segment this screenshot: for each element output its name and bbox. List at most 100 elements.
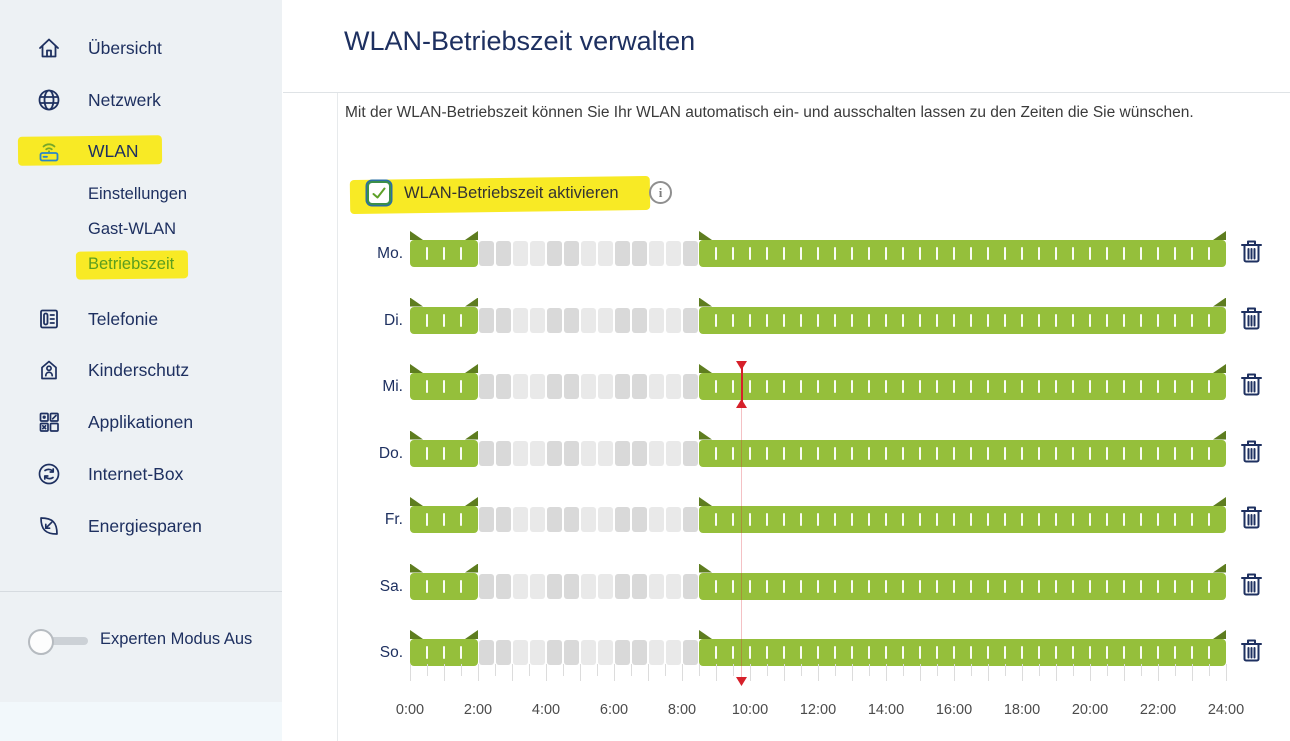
off-period-cell[interactable] bbox=[496, 374, 511, 399]
sidebar-item-internet-box[interactable]: Internet-Box bbox=[0, 461, 282, 495]
on-period-segment[interactable] bbox=[699, 572, 1226, 600]
on-period-segment[interactable] bbox=[699, 506, 1226, 533]
off-period-cell[interactable] bbox=[479, 241, 494, 266]
sidebar-item-betriebszeit[interactable]: Betriebszeit bbox=[0, 255, 282, 281]
off-period-cell[interactable] bbox=[547, 640, 562, 665]
off-period-cell[interactable] bbox=[513, 640, 528, 665]
segment-end-drag-handle[interactable] bbox=[465, 297, 478, 307]
segment-end-drag-handle[interactable] bbox=[465, 430, 478, 440]
off-period-cell[interactable] bbox=[547, 307, 562, 333]
sidebar-item-gast-wlan[interactable]: Gast-WLAN bbox=[0, 220, 282, 246]
on-period-segment[interactable] bbox=[410, 506, 478, 533]
off-period-cell[interactable] bbox=[598, 507, 613, 532]
off-period-cell[interactable] bbox=[649, 440, 664, 466]
off-period-cell[interactable] bbox=[513, 241, 528, 266]
off-period-cell[interactable] bbox=[683, 241, 698, 266]
delete-day-schedule-button[interactable] bbox=[1239, 371, 1264, 398]
off-period-cell[interactable] bbox=[632, 573, 647, 599]
segment-end-drag-handle[interactable] bbox=[465, 630, 478, 639]
on-period-segment[interactable] bbox=[410, 306, 478, 334]
off-period-cell[interactable] bbox=[598, 573, 613, 599]
on-period-segment[interactable] bbox=[699, 373, 1226, 400]
delete-day-schedule-button[interactable] bbox=[1239, 571, 1264, 598]
off-period-cell[interactable] bbox=[683, 573, 698, 599]
off-period-cell[interactable] bbox=[547, 573, 562, 599]
segment-start-drag-handle[interactable] bbox=[410, 630, 423, 639]
off-period-cell[interactable] bbox=[496, 440, 511, 466]
off-period-cell[interactable] bbox=[530, 440, 545, 466]
off-period-cell[interactable] bbox=[683, 507, 698, 532]
off-period-cell[interactable] bbox=[649, 307, 664, 333]
on-period-segment[interactable] bbox=[410, 572, 478, 600]
segment-end-drag-handle[interactable] bbox=[1213, 497, 1226, 506]
off-period-cell[interactable] bbox=[479, 307, 494, 333]
off-period-cell[interactable] bbox=[666, 573, 681, 599]
off-period-cell[interactable] bbox=[547, 507, 562, 532]
off-period-cell[interactable] bbox=[615, 241, 630, 266]
off-period-cell[interactable] bbox=[666, 241, 681, 266]
off-period-cell[interactable] bbox=[530, 640, 545, 665]
off-period-cell[interactable] bbox=[615, 640, 630, 665]
off-period-cell[interactable] bbox=[547, 440, 562, 466]
off-period-cell[interactable] bbox=[581, 374, 596, 399]
segment-start-drag-handle[interactable] bbox=[410, 231, 423, 240]
off-period-cell[interactable] bbox=[496, 307, 511, 333]
off-period-cell[interactable] bbox=[683, 374, 698, 399]
off-period-cell[interactable] bbox=[666, 307, 681, 333]
sidebar-item-energiesparen[interactable]: Energiesparen bbox=[0, 513, 282, 547]
sidebar-item-netzwerk[interactable]: Netzwerk bbox=[0, 87, 282, 121]
segment-start-drag-handle[interactable] bbox=[699, 497, 712, 506]
segment-end-drag-handle[interactable] bbox=[1213, 630, 1226, 639]
off-period-cell[interactable] bbox=[581, 640, 596, 665]
segment-start-drag-handle[interactable] bbox=[410, 497, 423, 506]
off-period-cell[interactable] bbox=[615, 440, 630, 466]
segment-start-drag-handle[interactable] bbox=[699, 563, 712, 573]
off-period-cell[interactable] bbox=[479, 374, 494, 399]
off-period-cell[interactable] bbox=[666, 440, 681, 466]
off-period-cell[interactable] bbox=[581, 573, 596, 599]
off-period-cell[interactable] bbox=[581, 241, 596, 266]
segment-end-drag-handle[interactable] bbox=[465, 497, 478, 506]
off-period-cell[interactable] bbox=[564, 640, 579, 665]
off-period-cell[interactable] bbox=[496, 241, 511, 266]
off-period-cell[interactable] bbox=[598, 640, 613, 665]
off-period-cell[interactable] bbox=[632, 440, 647, 466]
on-period-segment[interactable] bbox=[410, 240, 478, 267]
off-period-cell[interactable] bbox=[530, 241, 545, 266]
off-period-cell[interactable] bbox=[513, 573, 528, 599]
sidebar-item-kinderschutz[interactable]: Kinderschutz bbox=[0, 357, 282, 391]
segment-end-drag-handle[interactable] bbox=[465, 364, 478, 373]
segment-end-drag-handle[interactable] bbox=[1213, 563, 1226, 573]
off-period-cell[interactable] bbox=[649, 640, 664, 665]
off-period-cell[interactable] bbox=[649, 573, 664, 599]
off-period-cell[interactable] bbox=[530, 573, 545, 599]
off-period-cell[interactable] bbox=[683, 440, 698, 466]
off-period-cell[interactable] bbox=[496, 640, 511, 665]
off-period-cell[interactable] bbox=[564, 241, 579, 266]
on-period-segment[interactable] bbox=[410, 439, 478, 467]
on-period-segment[interactable] bbox=[699, 306, 1226, 334]
segment-start-drag-handle[interactable] bbox=[410, 430, 423, 440]
off-period-cell[interactable] bbox=[564, 440, 579, 466]
segment-end-drag-handle[interactable] bbox=[1213, 430, 1226, 440]
expert-mode-toggle-track[interactable] bbox=[44, 637, 88, 645]
off-period-cell[interactable] bbox=[598, 241, 613, 266]
off-period-cell[interactable] bbox=[530, 374, 545, 399]
off-period-cell[interactable] bbox=[479, 640, 494, 665]
off-period-cell[interactable] bbox=[513, 507, 528, 532]
off-period-cell[interactable] bbox=[632, 507, 647, 532]
info-icon[interactable]: i bbox=[649, 181, 672, 204]
off-period-cell[interactable] bbox=[564, 374, 579, 399]
delete-day-schedule-button[interactable] bbox=[1239, 637, 1264, 664]
off-period-cell[interactable] bbox=[632, 640, 647, 665]
expert-mode-toggle[interactable] bbox=[28, 629, 54, 655]
segment-end-drag-handle[interactable] bbox=[1213, 231, 1226, 240]
off-period-cell[interactable] bbox=[632, 374, 647, 399]
off-period-cell[interactable] bbox=[513, 374, 528, 399]
segment-end-drag-handle[interactable] bbox=[465, 231, 478, 240]
on-period-segment[interactable] bbox=[410, 639, 478, 666]
off-period-cell[interactable] bbox=[513, 307, 528, 333]
off-period-cell[interactable] bbox=[615, 374, 630, 399]
segment-start-drag-handle[interactable] bbox=[410, 364, 423, 373]
segment-end-drag-handle[interactable] bbox=[465, 563, 478, 573]
